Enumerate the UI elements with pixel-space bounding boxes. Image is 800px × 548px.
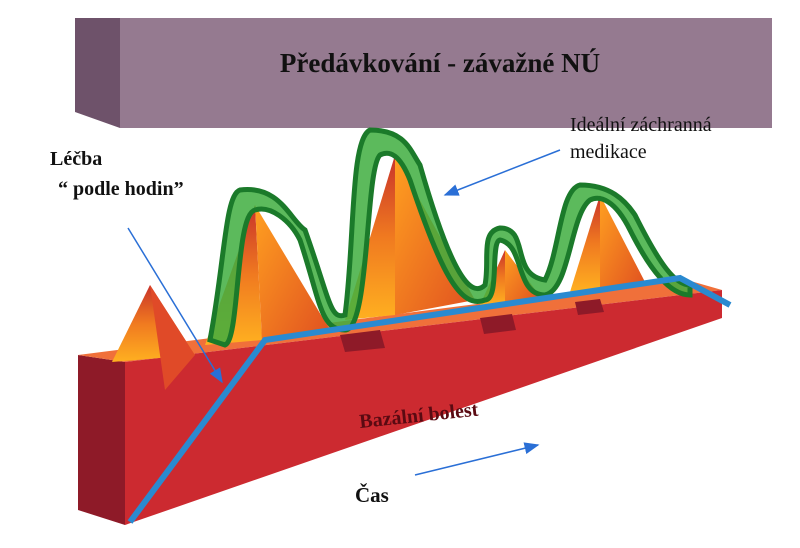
treatment-label: “ podle hodin” (58, 178, 184, 200)
treatment-line (127, 274, 732, 524)
rescue-label: medikace (570, 141, 647, 163)
treatment-label: Léčba (50, 148, 102, 170)
title: Předávkování - závažné NÚ (280, 48, 600, 78)
rescue-arrow (443, 149, 561, 196)
overdose-slab: Předávkování - závažné NÚ (75, 18, 772, 128)
treatment-arrow (127, 227, 223, 384)
time-arrow (414, 442, 540, 476)
time-label: Čas (355, 483, 389, 507)
rescue-label: Ideální záchranná (570, 114, 712, 136)
base-block (78, 278, 722, 525)
